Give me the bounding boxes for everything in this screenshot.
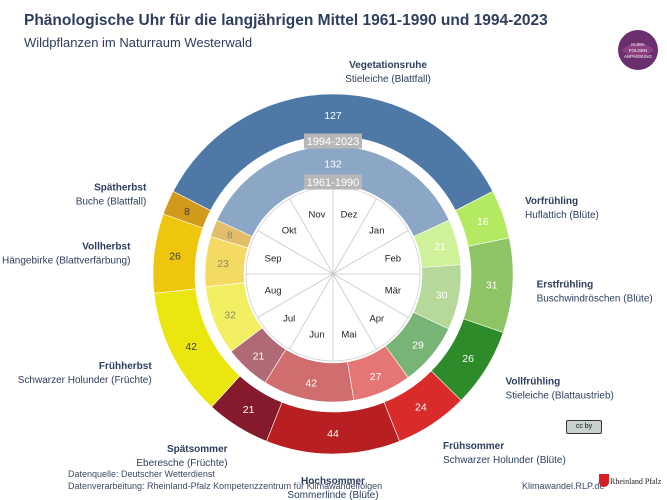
rlp-logo-text: Rheinland Pfalz [610, 477, 662, 486]
phase-name-fruehsommer: Frühsommer [443, 441, 504, 452]
inner-segment-spaetherbst [210, 219, 253, 249]
month-divider [257, 273, 334, 318]
klimafolgen-logo: KLIMA FOLGEN ANPASSUNG [618, 30, 658, 70]
inner-ring-label: 1961-1990 [307, 177, 360, 189]
inner-ring-label-box [304, 174, 362, 190]
logo-text-2: FOLGEN [629, 48, 648, 53]
phase-name-fruehherbst: Frühherbst [99, 361, 152, 372]
outer-ring-label: 1994-2023 [307, 136, 360, 148]
cc-license-badge: cc by [566, 420, 602, 434]
outer-value-fruehherbst: 42 [185, 341, 197, 353]
month-divider [289, 198, 334, 275]
month-label-okt: Okt [282, 226, 297, 237]
month-divider [332, 198, 377, 275]
outer-value-vollfruehling: 26 [462, 353, 474, 365]
phase-indicator-fruehsommer: Schwarzer Holunder (Blüte) [443, 455, 566, 466]
phase-indicator-hochsommer: Sommerlinde (Blüte) [287, 490, 378, 500]
outer-value-erstfruehling: 31 [486, 279, 498, 291]
outer-value-fruehsommer: 24 [415, 402, 427, 414]
chart-title: Phänologische Uhr für die langjährigen M… [24, 12, 548, 29]
month-label-jan: Jan [369, 226, 384, 237]
month-label-jun: Jun [309, 329, 324, 340]
inner-value-vegetationsruhe: 132 [324, 159, 342, 171]
outer-value-spaetsommer: 21 [243, 404, 255, 416]
month-label-nov: Nov [309, 210, 326, 221]
phase-name-vegetationsruhe: Vegetationsruhe [349, 60, 427, 71]
phase-name-erstfruehling: Erstfrühling [537, 280, 594, 291]
phase-name-spaetherbst: Spätherbst [94, 183, 147, 194]
inner-value-vollfruehling: 29 [412, 340, 424, 352]
outer-value-spaetherbst: 8 [184, 206, 190, 218]
month-label-feb: Feb [385, 253, 401, 264]
data-processing: Datenverarbeitung: Rheinland-Pfalz Kompe… [68, 481, 383, 491]
website-link[interactable]: Klimawandel.RLP.de [522, 481, 605, 491]
month-divider [332, 273, 377, 350]
month-label-mai: Mai [341, 329, 356, 340]
month-label-jul: Jul [283, 313, 295, 324]
phase-name-vollfruehling: Vollfrühling [505, 377, 560, 388]
outer-value-vegetationsruhe: 127 [324, 110, 342, 122]
phase-name-hochsommer: Hochsommer [301, 476, 365, 487]
month-label-dez: Dez [341, 210, 358, 221]
month-divider [332, 230, 409, 275]
phase-name-vollherbst: Vollherbst [82, 242, 131, 253]
outer-ring-label-box [304, 133, 362, 149]
phase-name-vorfruehling: Vorfrühling [525, 196, 578, 207]
inner-value-spaetherbst: 8 [227, 229, 233, 241]
month-divider [332, 273, 409, 318]
month-divider [257, 230, 334, 275]
outer-value-hochsommer: 44 [327, 428, 339, 440]
inner-value-fruehherbst: 32 [224, 309, 236, 321]
inner-value-hochsommer: 42 [305, 377, 317, 389]
phase-indicator-spaetherbst: Buche (Blattfall) [76, 197, 147, 208]
phase-indicator-vorfruehling: Huflattich (Blüte) [525, 210, 599, 221]
phase-indicator-vollherbst: Hängebirke (Blattverfärbung) [2, 256, 130, 267]
phase-indicator-vollfruehling: Stieleiche (Blattaustrieb) [505, 391, 613, 402]
phase-name-spaetsommer: Spätsommer [167, 444, 228, 455]
logo-text-3: ANPASSUNG [624, 54, 652, 59]
phase-indicator-erstfruehling: Buschwindröschen (Blüte) [537, 294, 653, 305]
inner-value-spaetsommer: 21 [253, 351, 265, 363]
inner-value-erstfruehling: 30 [436, 289, 448, 301]
phase-indicator-fruehherbst: Schwarzer Holunder (Früchte) [18, 375, 152, 386]
month-label-sep: Sep [265, 253, 282, 264]
month-label-aug: Aug [265, 286, 282, 297]
month-label-maer: Mär [385, 286, 401, 297]
inner-value-fruehsommer: 27 [370, 371, 382, 383]
phase-indicator-spaetsommer: Eberesche (Früchte) [136, 458, 227, 469]
rlp-shield-icon [599, 474, 609, 487]
data-source: Datenquelle: Deutscher Wetterdienst [68, 469, 215, 479]
outer-value-vollherbst: 26 [169, 251, 181, 263]
phase-indicator-vegetationsruhe: Stieleiche (Blattfall) [345, 74, 431, 85]
month-label-apr: Apr [369, 313, 384, 324]
outer-value-vorfruehling: 16 [477, 216, 489, 228]
month-divider [289, 273, 334, 350]
inner-value-vorfruehling: 21 [434, 241, 446, 253]
inner-value-vollherbst: 23 [217, 258, 229, 270]
inner-segment-vegetationsruhe [216, 145, 450, 237]
chart-subtitle: Wildpflanzen im Naturraum Westerwald [24, 35, 253, 50]
logo-text-1: KLIMA [631, 42, 645, 47]
